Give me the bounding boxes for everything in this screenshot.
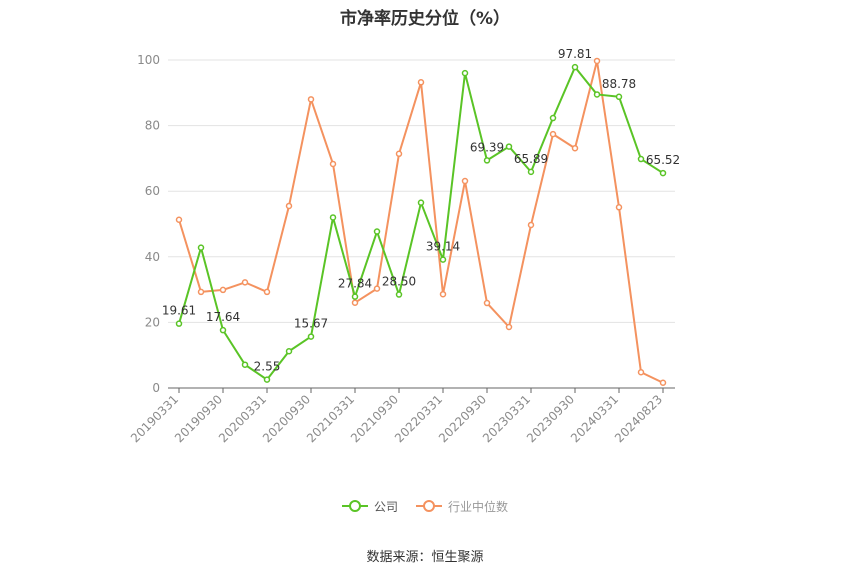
data-point-company: [615, 93, 623, 101]
data-point-industry-median: [263, 288, 271, 296]
x-tick-label: 20240823: [612, 392, 665, 445]
data-point-company: [505, 143, 513, 150]
legend-swatch-company: [341, 500, 368, 512]
legend-swatch-industry-median: [416, 500, 442, 512]
data-point-company: [241, 361, 249, 368]
data-labels: 19.61 17.64 2.55 15.67 27.84 28.50 39.14 69.39 6…: [162, 47, 680, 373]
data-point-industry-median: [439, 290, 447, 298]
grid-lines: [168, 59, 675, 323]
y-tick-label: 0: [152, 381, 160, 395]
legend-label-company: 公司: [373, 499, 398, 514]
data-point-company: [527, 168, 535, 176]
data-point-industry-median: [659, 379, 667, 387]
y-axis-tick-labels: 0 20 40 60 80 100: [137, 53, 160, 395]
data-point-company: [263, 376, 271, 383]
legend-item-company[interactable]: 公司: [341, 498, 398, 515]
data-label: 2.55: [254, 360, 281, 374]
data-point-industry-median: [395, 150, 403, 158]
data-point-company: [461, 69, 469, 77]
data-point-industry-median: [637, 369, 645, 376]
data-point-industry-median: [219, 286, 227, 294]
data-point-industry-median: [373, 285, 381, 292]
data-label: 19.61: [162, 304, 196, 318]
data-label: 88.78: [602, 77, 636, 91]
data-point-industry-median: [505, 323, 513, 331]
data-point-company: [571, 63, 579, 71]
data-point-industry-median: [197, 288, 205, 296]
data-point-company: [659, 169, 667, 177]
data-point-company: [373, 228, 381, 235]
series-group: [175, 57, 667, 387]
data-point-company: [395, 291, 403, 298]
data-label: 69.39: [470, 140, 504, 154]
data-point-industry-median: [329, 160, 337, 168]
data-label: 65.89: [514, 152, 548, 166]
data-label: 15.67: [294, 317, 328, 331]
data-point-company: [219, 326, 227, 334]
y-tick-label: 60: [145, 184, 160, 198]
data-label: 97.81: [558, 47, 592, 61]
legend-item-industry-median[interactable]: 行业中位数: [416, 498, 508, 515]
data-point-company: [593, 91, 601, 98]
y-tick-label: 100: [137, 53, 160, 67]
data-point-industry-median: [351, 299, 359, 306]
series-line-company: [178, 66, 664, 381]
data-point-industry-median: [241, 279, 249, 286]
legend: 公司 行业中位数: [0, 496, 850, 516]
data-label: 65.52: [646, 153, 680, 167]
data-point-industry-median: [483, 299, 491, 307]
data-point-company: [549, 114, 557, 122]
data-point-industry-median: [527, 221, 535, 229]
data-point-company: [329, 214, 337, 221]
data-point-industry-median: [593, 57, 601, 65]
data-point-company: [483, 157, 491, 164]
y-tick-label: 40: [145, 250, 160, 264]
y-tick-label: 20: [145, 315, 160, 329]
data-point-company: [637, 155, 645, 163]
data-point-company: [197, 244, 205, 251]
data-point-industry-median: [615, 204, 623, 211]
data-point-company: [285, 348, 293, 355]
data-point-industry-median: [307, 96, 315, 103]
legend-label-industry-median: 行业中位数: [448, 499, 509, 514]
data-point-company: [175, 320, 183, 327]
data-point-industry-median: [571, 144, 579, 152]
x-axis: 2019033120190930202003312020093020210331…: [128, 387, 675, 445]
source-note: 数据来源：恒生聚源: [366, 550, 484, 565]
data-label: 28.50: [382, 275, 416, 289]
data-label: 39.14: [426, 240, 460, 254]
data-point-company: [307, 333, 315, 340]
y-tick-label: 80: [145, 119, 160, 133]
data-point-industry-median: [285, 202, 293, 210]
data-point-company: [351, 293, 359, 300]
data-point-company: [417, 199, 425, 206]
data-label: 27.84: [338, 277, 372, 291]
data-point-industry-median: [175, 216, 183, 223]
data-point-company: [439, 256, 447, 263]
series-line-industry-median: [178, 59, 664, 384]
chart-title: 市净率历史分位（%）: [339, 9, 511, 29]
data-point-industry-median: [549, 130, 557, 138]
data-point-industry-median: [417, 79, 425, 86]
data-label: 17.64: [206, 310, 240, 324]
data-point-industry-median: [461, 177, 469, 185]
